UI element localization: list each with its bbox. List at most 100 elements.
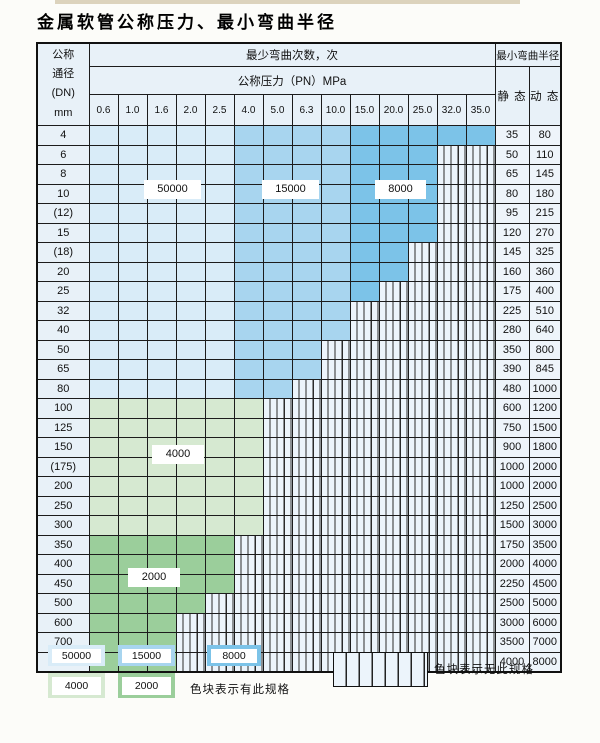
no-spec-cell xyxy=(349,398,380,419)
legend-swatch-label: 8000 xyxy=(211,648,257,663)
spec-cell xyxy=(117,515,148,536)
no-spec-cell xyxy=(465,144,496,165)
no-spec-cell xyxy=(378,612,409,633)
no-spec-cell xyxy=(407,398,438,419)
no-spec-cell xyxy=(349,593,380,614)
spec-cell xyxy=(117,534,148,555)
no-spec-cell xyxy=(204,593,235,614)
dn-header-line: 通径 xyxy=(52,67,75,80)
spec-cell xyxy=(175,378,206,399)
no-spec-cell xyxy=(320,456,351,477)
table-row: (12) 95 215 xyxy=(36,203,562,224)
no-spec-cell xyxy=(262,417,293,438)
spec-cell xyxy=(233,437,264,458)
no-spec-cell xyxy=(407,417,438,438)
dn-cell: 350 xyxy=(36,534,90,555)
spec-cell xyxy=(88,242,119,263)
cycles-label-4000: 4000 xyxy=(152,445,204,464)
no-spec-cell xyxy=(465,573,496,594)
no-spec-cell xyxy=(262,398,293,419)
dynamic-radius-cell: 145 xyxy=(528,164,562,185)
no-spec-cell xyxy=(262,476,293,497)
no-spec-cell xyxy=(291,378,322,399)
no-spec-cell xyxy=(407,554,438,575)
pressure-column-header: 10.0 xyxy=(320,94,351,126)
no-spec-cell xyxy=(465,495,496,516)
no-spec-cell xyxy=(349,378,380,399)
spec-cell xyxy=(88,222,119,243)
dynamic-radius-cell: 6000 xyxy=(528,612,562,633)
legend-swatch-2000: 2000 xyxy=(118,673,175,698)
no-spec-cell xyxy=(465,437,496,458)
spec-cell xyxy=(88,125,119,146)
spec-cell xyxy=(88,398,119,419)
no-spec-cell xyxy=(465,632,496,653)
spec-cell xyxy=(291,359,322,380)
spec-cell xyxy=(117,203,148,224)
spec-cell xyxy=(204,554,235,575)
no-spec-cell xyxy=(465,417,496,438)
spec-cell xyxy=(233,261,264,282)
spec-cell xyxy=(88,515,119,536)
no-spec-cell xyxy=(349,554,380,575)
spec-cell xyxy=(378,125,409,146)
dn-cell: 10 xyxy=(36,183,90,204)
spec-cell xyxy=(465,125,496,146)
spec-cell xyxy=(204,437,235,458)
no-spec-cell xyxy=(407,612,438,633)
no-spec-cell xyxy=(320,437,351,458)
no-spec-cell xyxy=(465,281,496,302)
table-row: 125 750 1500 xyxy=(36,417,562,438)
static-radius-cell: 480 xyxy=(494,378,530,399)
pressure-column-header: 32.0 xyxy=(436,94,467,126)
dynamic-radius-cell: 1500 xyxy=(528,417,562,438)
spec-cell xyxy=(146,222,177,243)
spec-cell xyxy=(233,417,264,438)
no-spec-cell xyxy=(436,554,467,575)
spec-cell xyxy=(349,125,380,146)
dn-cell: 32 xyxy=(36,300,90,321)
spec-cell xyxy=(320,261,351,282)
dynamic-radius-cell: 2000 xyxy=(528,456,562,477)
spec-cell xyxy=(349,203,380,224)
no-spec-cell xyxy=(262,495,293,516)
no-spec-cell xyxy=(349,515,380,536)
no-spec-cell xyxy=(320,612,351,633)
spec-cell xyxy=(204,261,235,282)
spec-cell xyxy=(204,164,235,185)
legend-has-spec-note: 色块表示有此规格 xyxy=(190,684,290,696)
legend-swatch-label: 50000 xyxy=(52,648,101,663)
no-spec-cell xyxy=(378,632,409,653)
no-spec-cell xyxy=(291,632,322,653)
static-radius-cell: 145 xyxy=(494,242,530,263)
spec-cell xyxy=(117,300,148,321)
dn-cell: 300 xyxy=(36,515,90,536)
spec-cell xyxy=(349,261,380,282)
spec-cell xyxy=(117,476,148,497)
table-row: 100 600 1200 xyxy=(36,398,562,419)
no-spec-cell xyxy=(436,359,467,380)
dn-header-line: mm xyxy=(54,106,73,119)
spec-cell xyxy=(349,281,380,302)
no-spec-cell xyxy=(378,593,409,614)
table-row: 4 35 80 xyxy=(36,125,562,146)
spec-cell xyxy=(88,300,119,321)
spec-cell xyxy=(88,164,119,185)
dynamic-radius-cell: 400 xyxy=(528,281,562,302)
dn-cell: (175) xyxy=(36,456,90,477)
spec-cell xyxy=(262,359,293,380)
spec-cell xyxy=(146,476,177,497)
no-spec-cell xyxy=(320,359,351,380)
spec-cell xyxy=(349,144,380,165)
spec-cell xyxy=(233,515,264,536)
legend-no-spec-note: 色块表示无此规格 xyxy=(434,664,534,676)
table-row: 350 1750 3500 xyxy=(36,534,562,555)
spec-cell xyxy=(117,495,148,516)
spec-cell xyxy=(291,261,322,282)
dynamic-radius-cell: 8000 xyxy=(528,651,562,673)
spec-cell xyxy=(117,281,148,302)
static-radius-cell: 35 xyxy=(494,125,530,146)
dn-cell: (12) xyxy=(36,203,90,224)
no-spec-cell xyxy=(291,612,322,633)
spec-cell xyxy=(320,320,351,341)
